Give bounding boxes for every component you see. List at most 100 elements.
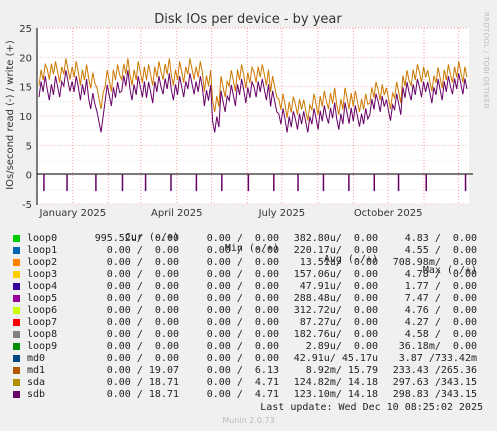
legend-min: 0.00 / 0.00 <box>206 245 279 256</box>
legend-row-loop1: loop1 0.00 / 0.00 0.00 / 0.00 220.17u/ 0.00… <box>0 245 497 257</box>
y-tick-label: -5 <box>22 200 32 211</box>
legend-row-md0: md0 0.00 / 0.00 0.00 / 0.00 42.91u/ 45.17u 3… <box>0 353 497 365</box>
legend-cur: 0.00 / 0.00 <box>106 269 179 280</box>
legend-min: 0.00 / 0.00 <box>206 233 279 244</box>
legend-max: 233.43 /265.36 <box>392 365 477 376</box>
legend-swatch <box>13 307 20 314</box>
legend-cur: 0.00 / 0.00 <box>106 341 179 352</box>
legend-cur: 0.00 / 19.07 <box>106 365 179 376</box>
header-cur: Cur (-/+) <box>124 232 179 243</box>
legend-avg: 220.17u/ 0.00 <box>293 245 378 256</box>
legend-min: 0.00 / 0.00 <box>206 305 279 316</box>
legend-row-loop9: loop9 0.00 / 0.00 0.00 / 0.00 2.89u/ 0.00 36… <box>0 341 497 353</box>
legend-min: 0.00 / 0.00 <box>206 341 279 352</box>
legend-min: 0.00 / 0.00 <box>206 269 279 280</box>
header-max: Max (-/+) <box>422 265 477 276</box>
legend-name: sdb <box>27 389 46 400</box>
legend-name: sda <box>27 377 46 388</box>
legend-min: 0.00 / 0.00 <box>206 281 279 292</box>
legend-max: 1.77 / 0.00 <box>404 281 477 292</box>
legend-name: loop6 <box>27 305 58 316</box>
legend-row-sda: sda 0.00 / 18.71 0.00 / 4.71 124.82m/ 14.18… <box>0 377 497 389</box>
legend-max: 4.27 / 0.00 <box>404 317 477 328</box>
footer: Munin 2.0.73 <box>222 416 275 425</box>
series-line-sdb <box>38 70 468 133</box>
legend-swatch <box>13 379 20 386</box>
legend-name: loop9 <box>27 341 58 352</box>
legend-swatch <box>13 295 20 302</box>
legend-swatch <box>13 367 20 374</box>
header-avg: Avg (-/+) <box>323 254 378 265</box>
legend-max: 297.63 /343.15 <box>392 377 477 388</box>
legend-max: 708.98m/ 0.00 <box>392 257 477 268</box>
legend-row-sdb: sdb 0.00 / 18.71 0.00 / 4.71 123.10m/ 14.18… <box>0 389 497 401</box>
legend-row-md1: md1 0.00 / 19.07 0.00 / 6.13 8.92m/ 15.79 23… <box>0 365 497 377</box>
y-axis-label: IOs/second read (-) / write (+) <box>5 40 16 190</box>
y-tick-label: 5 <box>26 141 32 152</box>
legend-min: 0.00 / 0.00 <box>206 257 279 268</box>
legend-avg: 157.06u/ 0.00 <box>293 269 378 280</box>
legend-cur: 995.52u/ 0.00 <box>94 233 179 244</box>
legend-min: 0.00 / 4.71 <box>206 389 279 400</box>
legend-avg: 8.92m/ 15.79 <box>305 365 378 376</box>
legend-row-loop4: loop4 0.00 / 0.00 0.00 / 0.00 47.91u/ 0.00 1… <box>0 281 497 293</box>
legend-name: md1 <box>27 365 46 376</box>
legend-avg: 87.27u/ 0.00 <box>299 317 378 328</box>
legend-max: 4.58 / 0.00 <box>404 329 477 340</box>
legend-cur: 0.00 / 0.00 <box>106 257 179 268</box>
y-tick-label: 10 <box>19 112 32 123</box>
legend-cur: 0.00 / 0.00 <box>106 281 179 292</box>
legend-min: 0.00 / 0.00 <box>206 353 279 364</box>
legend-max: 4.78 / 0.00 <box>404 269 477 280</box>
legend-name: loop5 <box>27 293 58 304</box>
y-tick-label: 0 <box>26 171 32 182</box>
legend-cur: 0.00 / 0.00 <box>106 245 179 256</box>
legend-row-loop3: loop3 0.00 / 0.00 0.00 / 0.00 157.06u/ 0.00… <box>0 269 497 281</box>
legend-avg: 182.76u/ 0.00 <box>293 329 378 340</box>
x-tick-label: January 2025 <box>39 208 107 219</box>
legend-avg: 47.91u/ 0.00 <box>299 281 378 292</box>
legend-swatch <box>13 331 20 338</box>
legend-avg: 288.48u/ 0.00 <box>293 293 378 304</box>
chart-title: Disk IOs per device - by year <box>154 12 342 27</box>
legend-max: 4.83 / 0.00 <box>404 233 477 244</box>
series-group <box>38 58 468 192</box>
legend-name: loop3 <box>27 269 58 280</box>
legend-swatch <box>13 343 20 350</box>
y-ticks: -5 0 5 10 15 20 25 <box>19 24 32 211</box>
legend-min: 0.00 / 0.00 <box>206 293 279 304</box>
legend-swatch <box>13 355 20 362</box>
legend-swatch <box>13 271 20 278</box>
legend-swatch <box>13 391 20 398</box>
legend-row-loop7: loop7 0.00 / 0.00 0.00 / 0.00 87.27u/ 0.00 4… <box>0 317 497 329</box>
legend-swatch <box>13 319 20 326</box>
legend-cur: 0.00 / 0.00 <box>106 305 179 316</box>
legend-row-loop6: loop6 0.00 / 0.00 0.00 / 0.00 312.72u/ 0.00… <box>0 305 497 317</box>
legend-max: 3.87 /733.42m <box>398 353 477 364</box>
legend-name: loop0 <box>27 233 58 244</box>
legend-name: loop8 <box>27 329 58 340</box>
legend-avg: 124.82m/ 14.18 <box>293 377 378 388</box>
legend-min: 0.00 / 0.00 <box>206 317 279 328</box>
legend-name: loop7 <box>27 317 58 328</box>
legend-avg: 2.89u/ 0.00 <box>305 341 378 352</box>
legend-name: md0 <box>27 353 46 364</box>
legend-row-loop2: loop2 0.00 / 0.00 0.00 / 0.00 13.51u/ 0.00 7… <box>0 257 497 269</box>
legend-cur: 0.00 / 0.00 <box>106 317 179 328</box>
legend-min: 0.00 / 0.00 <box>206 329 279 340</box>
legend-max: 4.76 / 0.00 <box>404 305 477 316</box>
legend-max: 7.47 / 0.00 <box>404 293 477 304</box>
x-tick-label: April 2025 <box>151 208 202 219</box>
legend-avg: 312.72u/ 0.00 <box>293 305 378 316</box>
legend-swatch <box>13 247 20 254</box>
legend-cur: 0.00 / 0.00 <box>106 353 179 364</box>
legend-cur: 0.00 / 0.00 <box>106 293 179 304</box>
y-tick-label: 20 <box>19 53 32 64</box>
x-ticks: January 2025 April 2025 July 2025 October 2… <box>39 208 423 219</box>
x-tick-label: October 2025 <box>354 208 423 219</box>
last-update: Last update: Wed Dec 10 08:25:02 2025 <box>260 402 483 413</box>
legend-swatch <box>13 259 20 266</box>
side-label: RRDTOOL / TOBI OETIKER <box>482 12 490 109</box>
legend-min: 0.00 / 6.13 <box>206 365 279 376</box>
